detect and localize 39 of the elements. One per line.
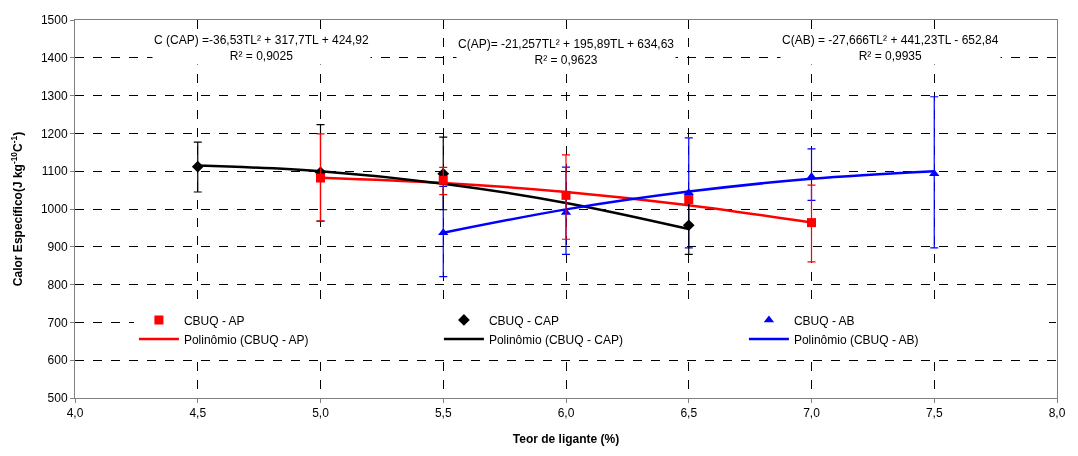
point xyxy=(438,175,448,185)
annotation: C(AP)= -21,257TL² + 195,89TL + 634,63 R² = 0,9623 xyxy=(458,37,675,67)
y-tick-label: 1400 xyxy=(40,51,68,65)
y-tick-label: 1300 xyxy=(40,88,68,103)
legend-label: CBUQ - AP xyxy=(183,313,245,328)
x-tick-label: 6,0 xyxy=(557,406,575,421)
x-tick-label: 6,5 xyxy=(680,406,698,421)
point xyxy=(191,160,204,173)
point xyxy=(316,173,325,183)
x-tick-label: 8,0 xyxy=(1048,406,1066,421)
legend-label: CBUQ - CAP xyxy=(488,313,559,328)
point xyxy=(929,169,940,177)
x-axis-title: Teor de ligante (%) xyxy=(512,432,620,447)
x-tick-label: 7,5 xyxy=(925,406,943,421)
point xyxy=(684,195,694,205)
legend-label: Polinômio (CBUQ - AP) xyxy=(183,332,309,347)
x-tick-label: 4,5 xyxy=(189,406,207,421)
point xyxy=(561,190,571,200)
point xyxy=(807,218,816,228)
legend-label: CBUQ - AB xyxy=(793,313,855,328)
y-tick-label: 600 xyxy=(47,353,68,368)
y-tick-label: 700 xyxy=(47,315,68,330)
legend-label: Polinômio (CBUQ - CAP) xyxy=(488,332,623,347)
y-tick-label: 1500 xyxy=(40,13,68,28)
x-tick-label: 4,0 xyxy=(66,406,84,421)
x-tick-label: 5,0 xyxy=(312,406,330,421)
x-tick-label: 7,0 xyxy=(803,406,821,421)
legend-label: Polinômio (CBUQ - AB) xyxy=(793,332,919,347)
point xyxy=(438,228,449,236)
y-tick-label: 500 xyxy=(47,391,68,406)
x-tick-label: 5,5 xyxy=(434,406,452,421)
y-tick-label: 800 xyxy=(47,277,68,292)
y-tick-label: 1200 xyxy=(40,126,68,141)
annotation: C(AB) = -27,666TL² + 441,23TL - 652,84 R² = 0,9935 xyxy=(782,33,999,63)
y-tick-label: 1100 xyxy=(41,164,68,179)
annotation: C (CAP) =-36,53TL² + 317,7TL + 424,92 R² = 0,9025 xyxy=(154,33,369,63)
point xyxy=(682,219,695,232)
y-tick-label: 1000 xyxy=(40,202,68,217)
y-tick-label: 900 xyxy=(47,240,68,254)
